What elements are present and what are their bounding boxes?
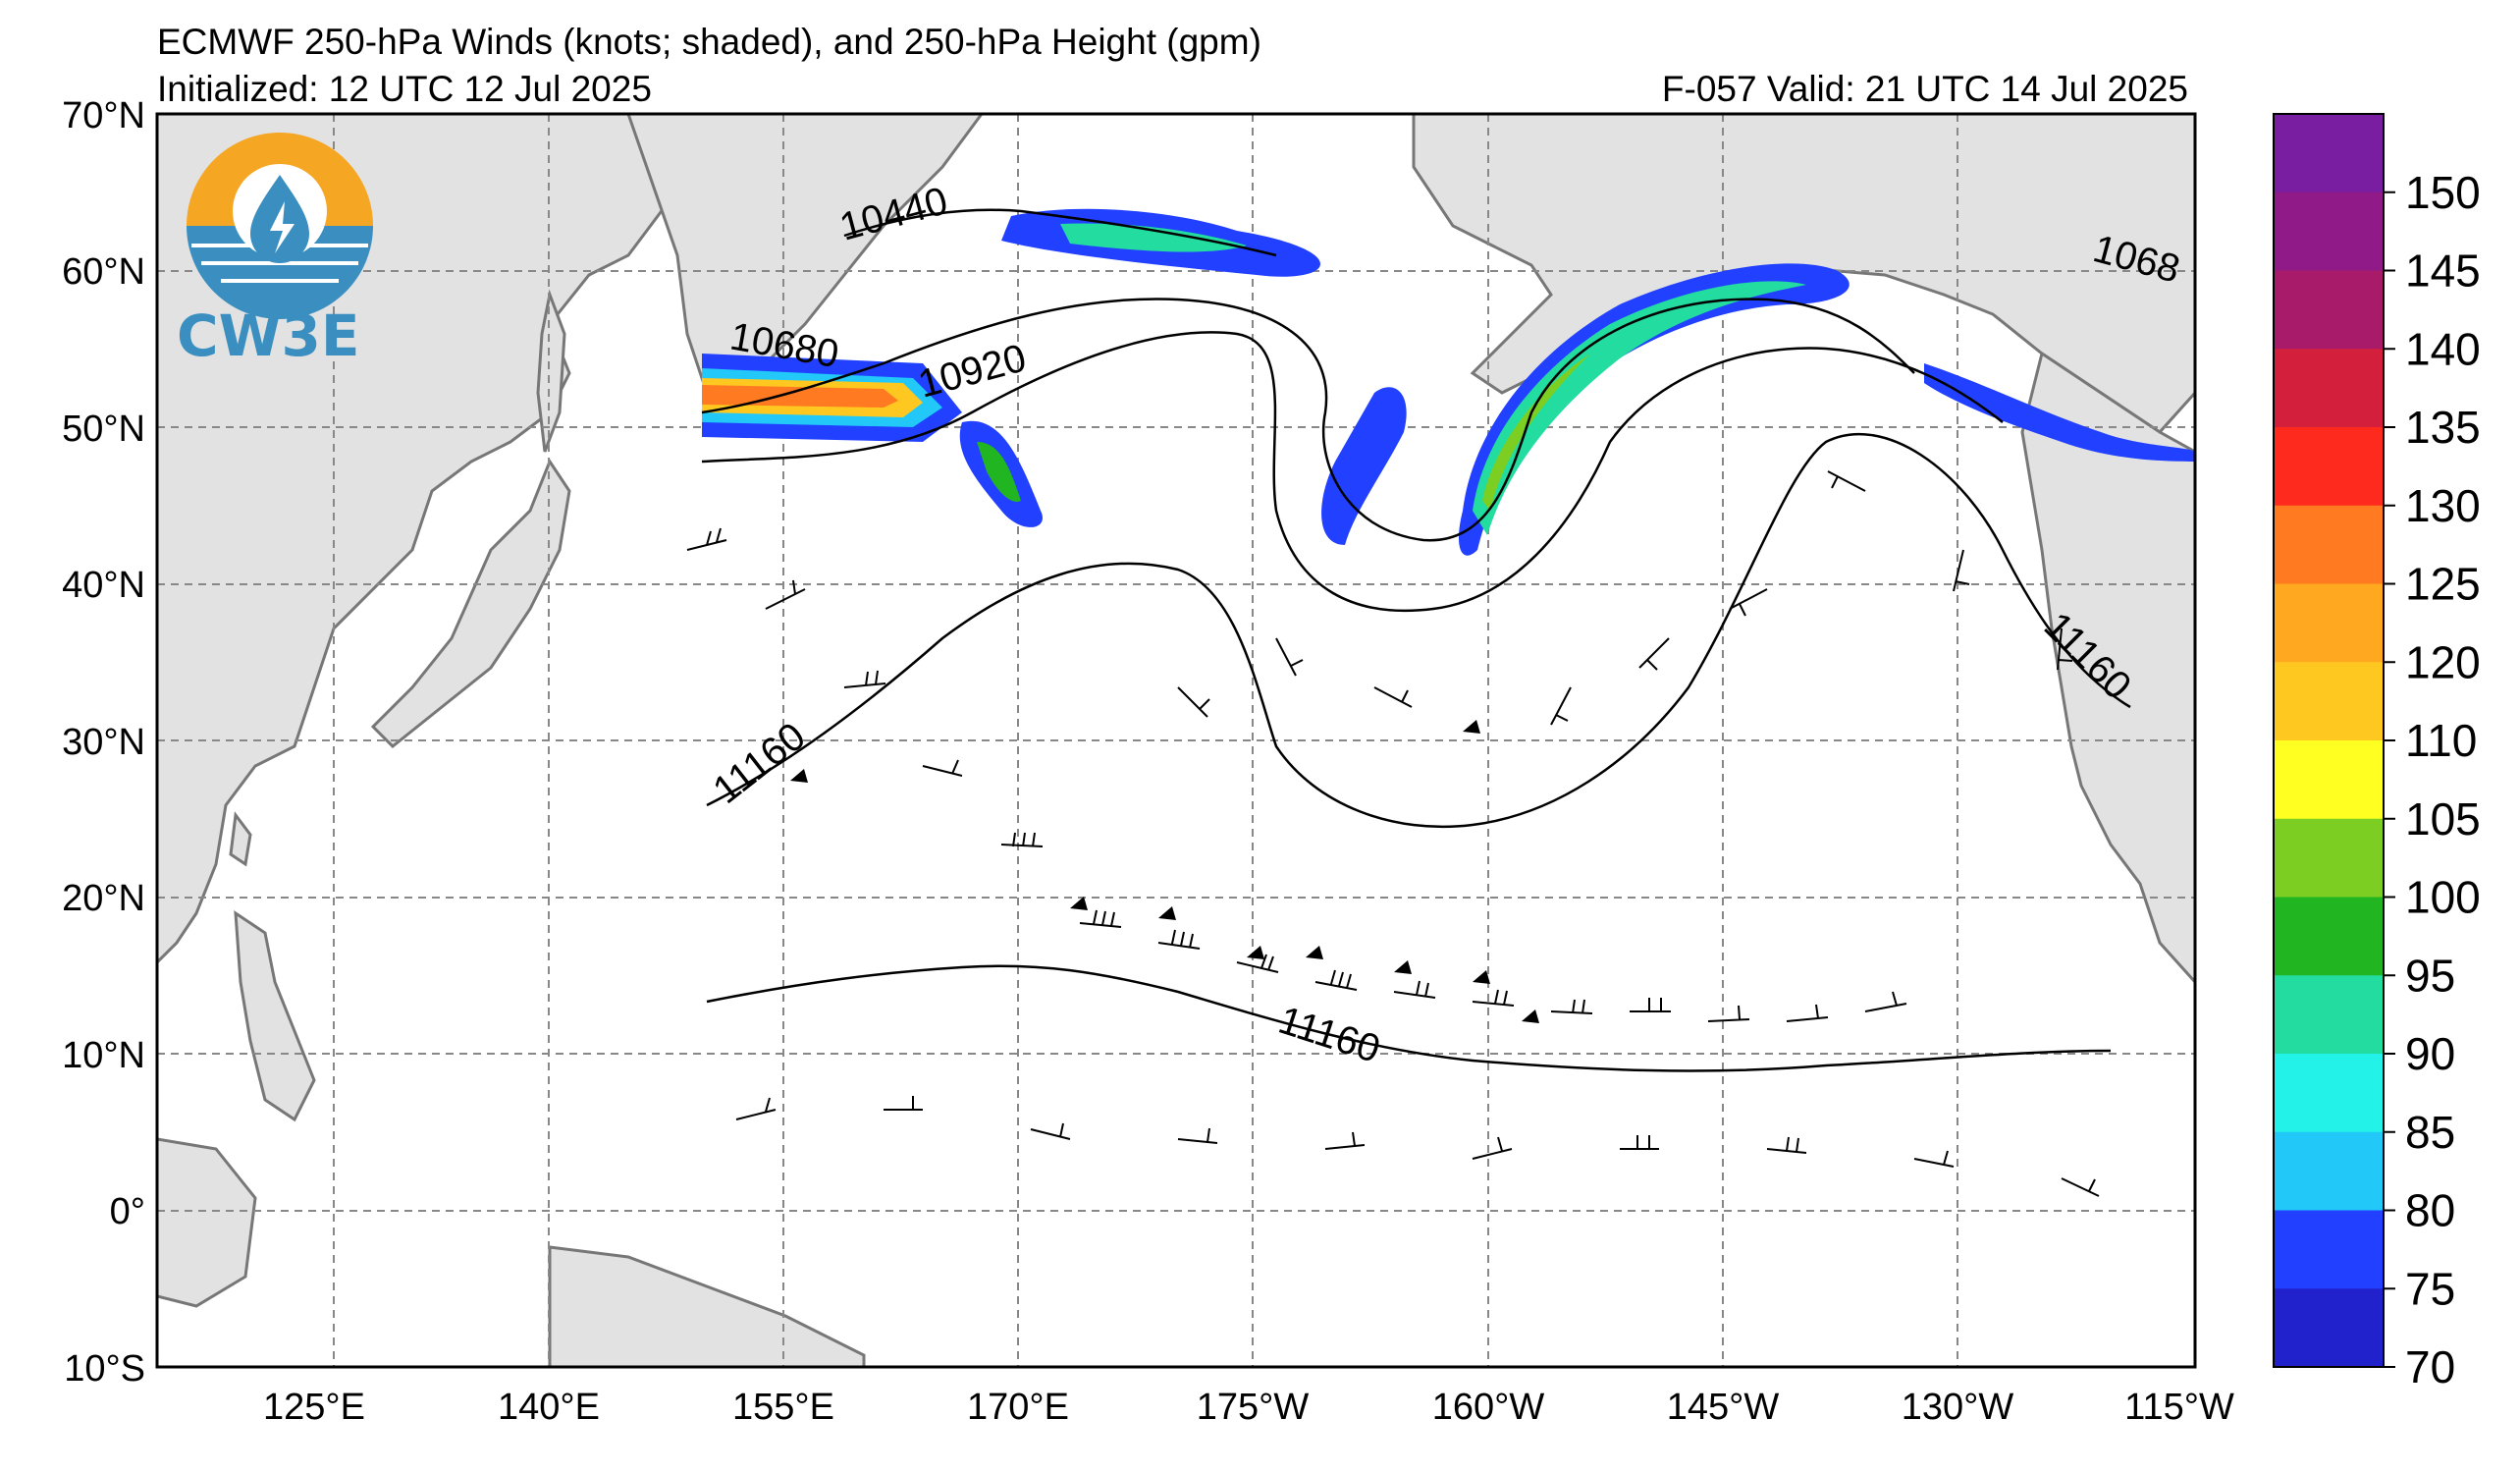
colorbar-swatch: [2274, 1210, 2384, 1289]
lon-tick-label: 115°W: [2124, 1387, 2234, 1428]
jet-bc-coast: [1924, 363, 2195, 462]
colorbar-swatch: [2274, 114, 2384, 193]
contour-10440: [843, 208, 1277, 257]
colorbar-swatch: [2274, 740, 2384, 820]
new-guinea: [548, 1245, 866, 1367]
colorbar-label: 135: [2405, 402, 2481, 453]
colorbar-label: 110: [2405, 715, 2477, 766]
graticule: [157, 114, 2195, 1367]
lon-tick-label: 125°E: [263, 1387, 365, 1428]
contour-10920: [701, 331, 2004, 613]
contour-11160-south: [706, 964, 2112, 1072]
lat-tick-label: 40°N: [62, 565, 145, 606]
kamchatka: [626, 114, 984, 425]
lat-tick-label: 50°N: [62, 409, 145, 450]
colorbar-label: 125: [2405, 559, 2481, 610]
colorbar-label: 95: [2405, 950, 2455, 1001]
colorbar-swatch: [2274, 1131, 2384, 1211]
jet-dateline: [1321, 387, 1407, 545]
colorbar-swatch: [2274, 427, 2384, 507]
colorbar-swatch: [2274, 191, 2384, 271]
lat-tick-label: 10°N: [62, 1035, 145, 1076]
lat-tick-label: 60°N: [62, 251, 145, 293]
colorbar-swatch: [2274, 662, 2384, 741]
contour-11160-north: [706, 432, 2131, 829]
lon-tick-label: 130°W: [1902, 1387, 2014, 1428]
colorbar-label: 130: [2405, 480, 2481, 531]
colorbar-label: 85: [2405, 1107, 2455, 1158]
north-america-west: [2020, 351, 2195, 985]
lat-tick-label: 70°N: [62, 95, 145, 136]
colorbar-swatch: [2274, 1054, 2384, 1133]
jet-aleutian-core: [977, 442, 1021, 502]
lat-tick-label: 30°N: [62, 722, 145, 763]
lon-tick-label: 160°W: [1432, 1387, 1545, 1428]
lat-tick-label: 10°S: [64, 1348, 145, 1390]
colorbar-label: 150: [2405, 167, 2481, 218]
colorbar-label: 75: [2405, 1263, 2455, 1314]
asia-mainland: [157, 114, 689, 965]
colorbar-swatch: [2274, 818, 2384, 898]
valid-time: F-057 Valid: 21 UTC 14 Jul 2025: [1661, 69, 2188, 109]
height-contours: [701, 208, 2131, 1072]
lat-axis: 70°N 60°N 50°N 40°N 30°N 20°N 10°N 0° 10…: [62, 95, 145, 1390]
cw3e-logo: CW3E: [177, 133, 373, 369]
colorbar-label: 100: [2405, 872, 2481, 923]
wind-barbs: [686, 470, 2100, 1197]
contour-10680: [701, 298, 1915, 542]
sakhalin: [536, 289, 566, 453]
wind-pennants: [790, 720, 1539, 1023]
lon-tick-label: 155°E: [732, 1387, 834, 1428]
jet-bering-core: [1060, 223, 1247, 252]
jet-gulf-alaska-max: [1482, 354, 1590, 511]
colorbar-label: 70: [2405, 1341, 2455, 1392]
colorbar-label: 120: [2405, 636, 2481, 687]
colorbar-swatch: [2274, 975, 2384, 1055]
lon-tick-label: 140°E: [498, 1387, 600, 1428]
water-drop-lightning-icon: [187, 133, 373, 319]
colorbar-swatch: [2274, 583, 2384, 663]
colorbar-swatch: [2274, 1288, 2384, 1368]
colorbar-label: 145: [2405, 246, 2481, 297]
colorbar-swatch: [2274, 349, 2384, 428]
lon-tick-label: 170°E: [967, 1387, 1069, 1428]
wind-shading: [702, 208, 2195, 556]
lat-tick-label: 0°: [110, 1191, 145, 1232]
colorbar-swatch: [2274, 505, 2384, 584]
colorbar-swatch: [2274, 270, 2384, 350]
philippines: [234, 910, 316, 1122]
init-time: Initialized: 12 UTC 12 Jul 2025: [157, 69, 652, 109]
lon-tick-label: 145°W: [1667, 1387, 1780, 1428]
colorbar: 150 145 140 135 130 125 120 110 105 100 95 90 85 80 75…: [2273, 113, 2481, 1392]
logo-text: CW3E: [177, 302, 360, 369]
borneo: [157, 1137, 257, 1308]
colorbar-label: 140: [2405, 323, 2481, 374]
lat-tick-label: 20°N: [62, 878, 145, 919]
plot-border: [155, 112, 2197, 1369]
lon-axis: 125°E 140°E 155°E 170°E 175°W 160°W 145°…: [263, 1387, 2234, 1428]
colorbar-label: 90: [2405, 1028, 2455, 1079]
colorbar-label: 105: [2405, 793, 2481, 845]
colorbar-swatch: [2274, 897, 2384, 976]
taiwan: [229, 811, 252, 867]
lon-tick-label: 175°W: [1197, 1387, 1310, 1428]
map-title: ECMWF 250-hPa Winds (knots; shaded), and…: [157, 22, 1261, 62]
colorbar-label: 80: [2405, 1185, 2455, 1236]
